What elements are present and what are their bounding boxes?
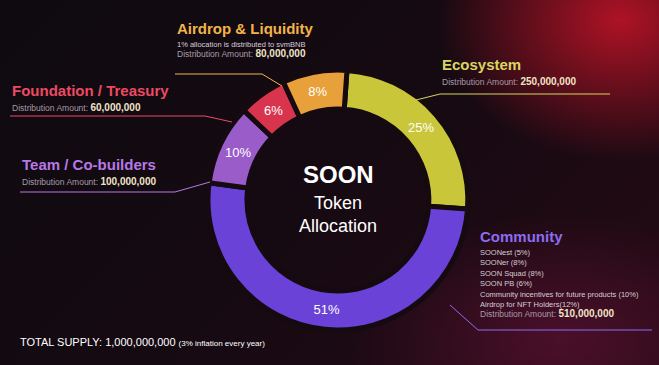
svg-text:Team / Co-builders: Team / Co-builders: [22, 156, 156, 173]
svg-text:SOONest (5%)SOONer (8%)SOON Sq: SOONest (5%)SOONer (8%)SOON Squad (8%)SO…: [480, 248, 639, 319]
svg-text:Distribution Amount: 100,000,0: Distribution Amount: 100,000,000: [22, 176, 156, 187]
svg-text:Ecosystem: Ecosystem: [442, 56, 521, 73]
svg-text:10%: 10%: [225, 145, 251, 160]
svg-text:SOON: SOON: [303, 161, 374, 188]
svg-text:Foundation / Treasury: Foundation / Treasury: [12, 82, 169, 99]
svg-text:Distribution Amount: 60,000,00: Distribution Amount: 60,000,000: [12, 102, 141, 113]
svg-text:25%: 25%: [408, 120, 434, 135]
svg-text:51%: 51%: [314, 302, 340, 317]
svg-text:TokenAllocation: TokenAllocation: [299, 193, 377, 236]
svg-text:TOTAL SUPPLY: 1,000,000,000 (3: TOTAL SUPPLY: 1,000,000,000 (3% inflatio…: [20, 336, 265, 348]
svg-text:6%: 6%: [264, 103, 283, 118]
svg-text:1% allocation is distributed t: 1% allocation is distributed to svmBNBDi…: [177, 40, 306, 59]
svg-text:Airdrop & Liquidity: Airdrop & Liquidity: [177, 20, 313, 37]
svg-text:Community: Community: [480, 228, 563, 245]
svg-text:Distribution Amount: 250,000,0: Distribution Amount: 250,000,000: [442, 76, 576, 87]
svg-text:8%: 8%: [308, 84, 327, 99]
